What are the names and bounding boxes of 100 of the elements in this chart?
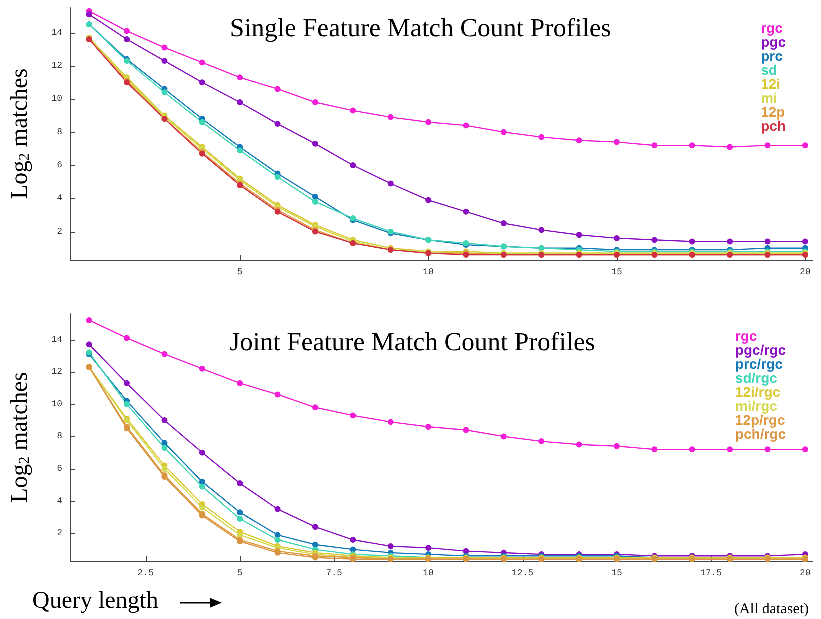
- y-tick-label: 4: [57, 496, 62, 506]
- point: [86, 342, 92, 348]
- point: [652, 446, 658, 453]
- point: [652, 142, 658, 149]
- x-tick-label: 15: [612, 568, 622, 578]
- text: (All dataset): [734, 602, 810, 618]
- point: [350, 537, 356, 544]
- point: [86, 317, 92, 324]
- point: [237, 74, 244, 81]
- point: [614, 443, 620, 450]
- point: [388, 114, 394, 120]
- point: [764, 142, 771, 149]
- point: [162, 418, 168, 424]
- point: [199, 504, 206, 511]
- point: [463, 122, 470, 129]
- point: [199, 450, 206, 456]
- y-tick-label: 2: [57, 528, 62, 539]
- point: [463, 427, 470, 434]
- x-tick-label: 12.5: [512, 568, 534, 578]
- point: [576, 138, 582, 144]
- point: [802, 142, 808, 149]
- point: [652, 237, 658, 244]
- point: [124, 401, 130, 408]
- y-tick-label: 8: [57, 432, 62, 442]
- point: [350, 412, 356, 419]
- point: [124, 380, 130, 386]
- point: [727, 446, 734, 453]
- y-tick-label: 4: [57, 194, 62, 204]
- point: [237, 380, 244, 386]
- x-axis-title: Query length: [32, 588, 158, 614]
- point: [199, 60, 206, 66]
- text: 12i: [761, 76, 781, 92]
- point: [199, 484, 206, 490]
- text: rgc: [735, 328, 758, 344]
- point: [274, 506, 281, 512]
- x-tick-label: 17.5: [700, 568, 722, 578]
- y-tick-label: 6: [57, 464, 62, 474]
- y-axis-title: Log2 matches: [7, 68, 33, 200]
- y-tick-label: 6: [57, 160, 62, 170]
- x-tick-label: 5: [237, 568, 243, 578]
- x-tick-label: 5: [237, 268, 243, 278]
- point: [500, 220, 507, 227]
- point: [388, 180, 394, 187]
- point: [237, 480, 244, 487]
- point: [162, 351, 168, 358]
- point: [576, 232, 582, 238]
- text: Joint Feature Match Count Profiles: [230, 328, 596, 356]
- point: [463, 208, 470, 215]
- point: [274, 86, 281, 92]
- point: [764, 238, 771, 245]
- y-tick-label: 12: [52, 367, 62, 378]
- x-tick-label: 7.5: [326, 568, 342, 578]
- point: [689, 446, 696, 453]
- point: [388, 419, 394, 426]
- point: [162, 44, 168, 51]
- point: [162, 90, 168, 96]
- point: [199, 119, 206, 126]
- point: [538, 438, 545, 445]
- point: [727, 238, 734, 245]
- point: [274, 537, 281, 544]
- point: [350, 546, 356, 553]
- point: [199, 478, 206, 485]
- point: [199, 80, 206, 86]
- point: [199, 366, 206, 372]
- x-tick-label: 20: [800, 268, 811, 278]
- point: [312, 100, 318, 106]
- point: [312, 404, 318, 411]
- point: [802, 446, 808, 453]
- point: [124, 28, 130, 34]
- point: [124, 335, 130, 342]
- text: mi: [761, 90, 778, 106]
- y-tick-label: 10: [52, 399, 62, 410]
- point: [576, 442, 582, 448]
- point: [689, 238, 696, 245]
- point: [237, 100, 244, 106]
- y-tick-label: 14: [52, 334, 62, 345]
- point: [312, 524, 318, 530]
- point: [764, 446, 771, 453]
- y-tick-label: 8: [57, 127, 62, 138]
- point: [802, 238, 808, 245]
- point: [312, 140, 318, 147]
- point: [388, 543, 394, 550]
- point: [614, 235, 620, 242]
- point: [274, 121, 281, 128]
- point: [538, 134, 545, 140]
- point: [237, 148, 244, 154]
- y-axis-title: Log2 matches: [7, 372, 33, 503]
- point: [426, 545, 432, 552]
- point: [274, 392, 281, 398]
- x-tick-label: 10: [423, 268, 434, 278]
- point: [614, 139, 620, 146]
- chart-title: Single Feature Match Count Profiles: [230, 14, 612, 42]
- point: [312, 198, 318, 205]
- point: [162, 466, 168, 472]
- point: [727, 144, 734, 150]
- point: [538, 227, 545, 234]
- point: [124, 36, 130, 42]
- point: [162, 444, 168, 451]
- x-tick-label: 20: [800, 568, 811, 578]
- point: [500, 434, 507, 440]
